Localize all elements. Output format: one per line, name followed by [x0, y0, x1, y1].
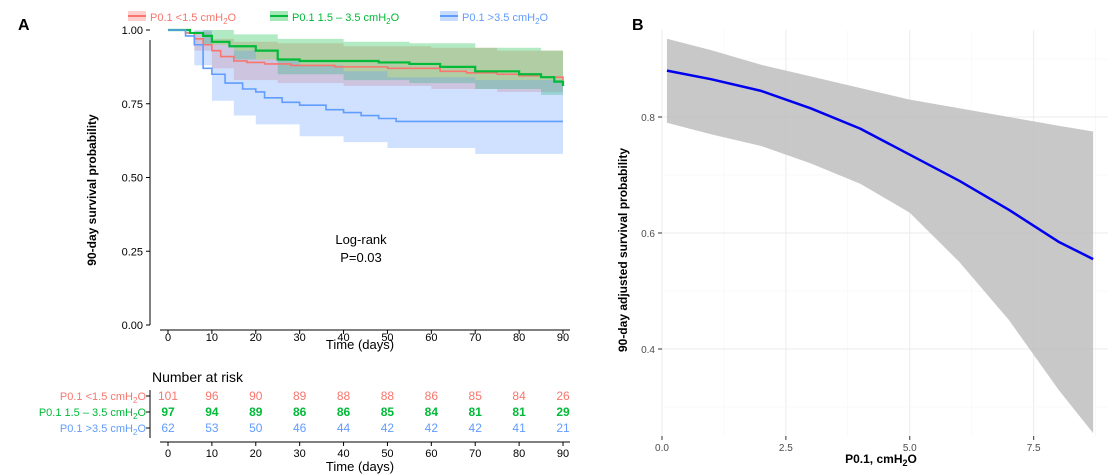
risk-cell: 44	[337, 421, 351, 435]
km-x-tick-label: 50	[381, 332, 393, 344]
legend-a: P0.1 <1.5 cmH2O P0.1 1.5 – 3.5 cmH2O P0.1 …	[128, 11, 549, 26]
risk-row-label-1: P0.1 1.5 – 3.5 cmH2O	[39, 407, 147, 421]
b-y-tick-label: 0.6	[641, 229, 655, 240]
risk-cell: 21	[556, 421, 570, 435]
risk-cell: 26	[556, 389, 570, 403]
km-x-tick-label: 70	[469, 332, 481, 344]
km-y-axis-title: 90-day survival probability	[85, 114, 99, 266]
km-y-tick-label: 0.50	[122, 173, 143, 185]
risk-x-tick-label: 10	[206, 448, 218, 460]
risk-table: Number at risk P0.1 <1.5 cmH2O 101 96 90 89 8…	[39, 369, 570, 474]
b-x-tick-label: 2.5	[779, 443, 793, 454]
risk-x-axis-title: Time (days)	[326, 459, 394, 474]
km-y-tick-label: 0.00	[122, 320, 143, 332]
risk-cell: 81	[469, 405, 483, 419]
risk-x-tick-label: 80	[513, 448, 525, 460]
adjusted-survival-plot: 0.4 0.6 0.8 0.0 2.5 5.0 7.5 90-day adjusted su…	[616, 30, 1108, 468]
risk-x-tick-label: 60	[425, 448, 437, 460]
logrank-pvalue: P=0.03	[340, 250, 382, 265]
risk-cell: 85	[381, 405, 395, 419]
risk-cell: 89	[249, 405, 263, 419]
risk-cell: 101	[158, 389, 178, 403]
km-x-tick-label: 40	[337, 332, 349, 344]
risk-cell: 97	[161, 405, 175, 419]
km-x-axis-title: Time (days)	[326, 337, 394, 352]
km-x-tick-label: 20	[250, 332, 262, 344]
risk-row-label-0: P0.1 <1.5 cmH2O	[60, 391, 147, 405]
risk-cell: 86	[425, 389, 439, 403]
fitted-curve-b	[666, 69, 1094, 261]
risk-cell: 42	[381, 421, 395, 435]
risk-cell: 41	[512, 421, 526, 435]
logrank-label: Log-rank	[335, 232, 387, 247]
b-x-tick-label: 0.0	[655, 443, 669, 454]
risk-cell: 84	[512, 389, 526, 403]
b-x-tick-label: 7.5	[1027, 443, 1041, 454]
km-plot: 0.000.250.500.751.000 10 20 30 40 50 60 70 80 90 …	[85, 25, 570, 352]
risk-x-tick-label: 40	[337, 448, 349, 460]
risk-cell: 46	[293, 421, 307, 435]
risk-cell: 94	[205, 405, 219, 419]
risk-cell: 89	[293, 389, 307, 403]
ci-band-1	[168, 30, 563, 101]
km-y-tick-label: 0.75	[122, 99, 143, 111]
ci-band-2	[168, 30, 563, 154]
risk-cell: 86	[293, 405, 307, 419]
risk-table-title: Number at risk	[152, 369, 244, 385]
risk-cell: 81	[512, 405, 526, 419]
legend-label-0: P0.1 <1.5 cmH2O	[150, 12, 237, 26]
risk-cell: 84	[425, 405, 439, 419]
km-y-tick-label: 0.25	[122, 246, 143, 258]
legend-label-2: P0.1 >3.5 cmH2O	[462, 12, 549, 26]
risk-cell: 53	[205, 421, 219, 435]
risk-x-tick-label: 70	[469, 448, 481, 460]
b-y-tick-label: 0.8	[641, 113, 655, 124]
risk-cell: 96	[205, 389, 219, 403]
b-x-axis-title: P0.1, cmH2O	[845, 452, 917, 468]
risk-x-tick-label: 20	[250, 448, 262, 460]
risk-cell: 42	[425, 421, 439, 435]
risk-x-tick-label: 0	[165, 448, 171, 460]
ci-band-b	[666, 38, 1094, 434]
risk-x-tick-label: 90	[557, 448, 569, 460]
km-x-tick-label: 10	[206, 332, 218, 344]
risk-x-tick-label: 30	[294, 448, 306, 460]
b-y-tick-label: 0.4	[641, 345, 655, 356]
ci-band-0	[168, 30, 563, 98]
risk-cell: 90	[249, 389, 263, 403]
km-x-tick-label: 0	[165, 332, 171, 344]
panel-label-a: A	[18, 17, 30, 34]
km-x-tick-label: 60	[425, 332, 437, 344]
survival-curve-2	[168, 29, 563, 123]
legend-label-1: P0.1 1.5 – 3.5 cmH2O	[292, 12, 400, 26]
survival-curve-1	[168, 28, 565, 87]
b-x-tick-label: 5.0	[903, 443, 917, 454]
risk-cell: 29	[556, 405, 570, 419]
risk-cell: 42	[469, 421, 483, 435]
risk-cell: 62	[161, 421, 175, 435]
risk-cell: 88	[337, 389, 351, 403]
risk-cell: 86	[337, 405, 351, 419]
km-x-tick-label: 90	[557, 332, 569, 344]
risk-row-label-2: P0.1 >3.5 cmH2O	[60, 423, 147, 437]
risk-cell: 88	[381, 389, 395, 403]
km-x-tick-label: 80	[513, 332, 525, 344]
km-y-tick-label: 1.00	[122, 25, 143, 37]
risk-cell: 85	[469, 389, 483, 403]
risk-cell: 50	[249, 421, 263, 435]
risk-x-tick-label: 50	[381, 448, 393, 460]
survival-curve-0	[168, 29, 564, 81]
b-y-axis-title: 90-day adjusted survival probability	[616, 148, 630, 352]
km-x-tick-label: 30	[294, 332, 306, 344]
panel-label-b: B	[632, 17, 644, 34]
